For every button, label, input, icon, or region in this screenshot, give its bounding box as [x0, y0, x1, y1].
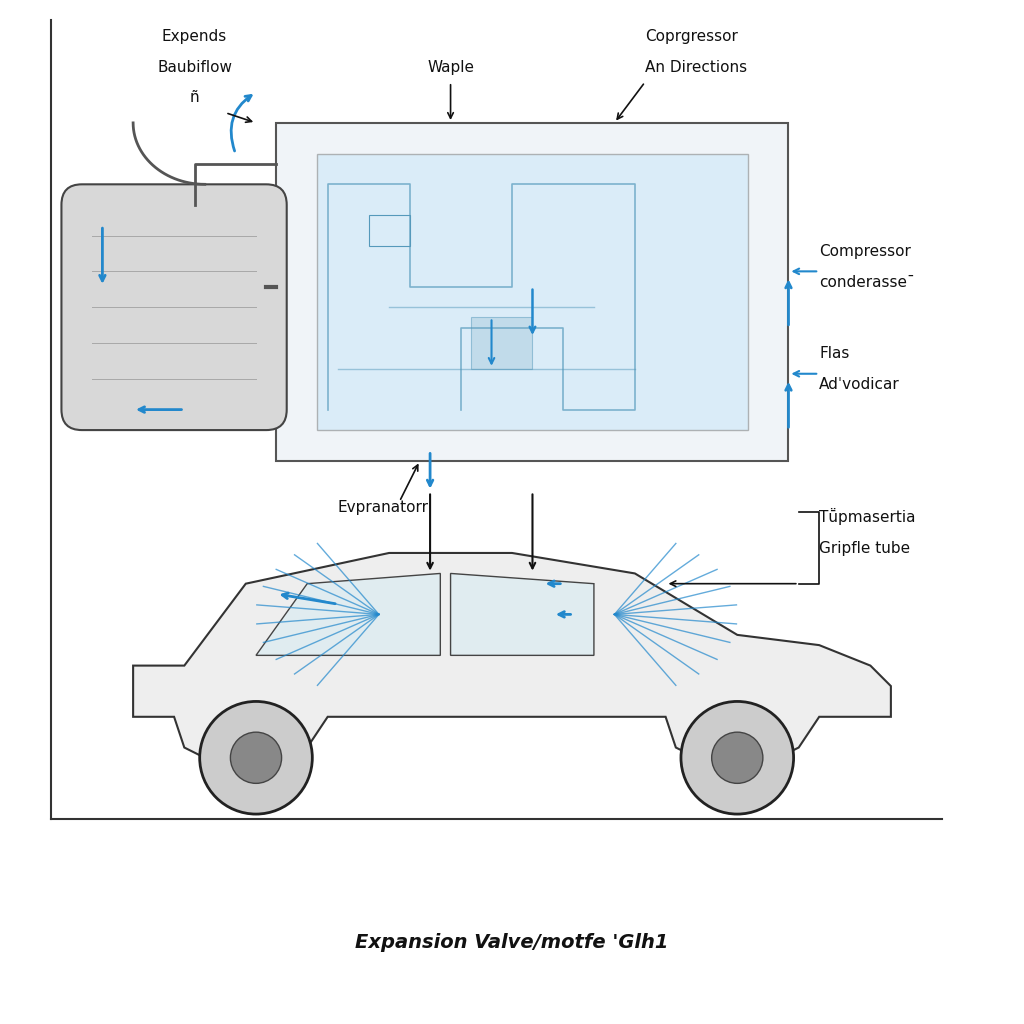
Text: Evpranatorr: Evpranatorr	[338, 500, 429, 515]
Text: Tṻpmasertia: Tṻpmasertia	[819, 508, 915, 525]
Text: Expansion Valve/motfe 'Glh1: Expansion Valve/motfe 'Glh1	[355, 933, 669, 951]
Circle shape	[712, 732, 763, 783]
Text: conderasse¯: conderasse¯	[819, 274, 915, 290]
Text: Gripfle tube: Gripfle tube	[819, 541, 910, 556]
Polygon shape	[133, 553, 891, 768]
Polygon shape	[256, 573, 440, 655]
Bar	[369, 215, 410, 246]
Bar	[471, 317, 532, 369]
Text: Expends: Expends	[162, 29, 227, 44]
FancyBboxPatch shape	[276, 123, 788, 461]
Text: Flas: Flas	[819, 346, 850, 361]
Circle shape	[486, 589, 517, 620]
Text: Compressor: Compressor	[819, 244, 911, 259]
Polygon shape	[451, 573, 594, 655]
Text: An Directions: An Directions	[645, 59, 748, 75]
Circle shape	[200, 701, 312, 814]
FancyBboxPatch shape	[61, 184, 287, 430]
Circle shape	[681, 701, 794, 814]
Text: Waple: Waple	[427, 59, 474, 75]
Text: ñ: ñ	[189, 90, 200, 105]
FancyBboxPatch shape	[317, 154, 748, 430]
Text: Baubiflow: Baubiflow	[157, 59, 232, 75]
Circle shape	[230, 732, 282, 783]
Text: Adˈvodicar: Adˈvodicar	[819, 377, 900, 392]
Text: Coprgressor: Coprgressor	[645, 29, 738, 44]
